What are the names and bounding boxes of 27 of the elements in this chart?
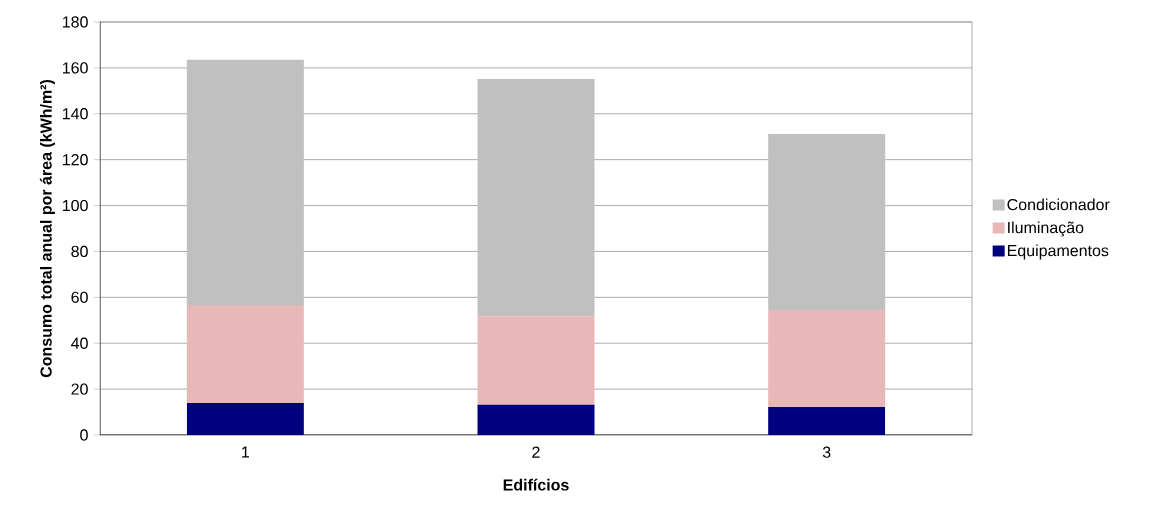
y-tick-label: 0 xyxy=(80,429,88,441)
bar xyxy=(477,78,595,317)
y-tick-label: 40 xyxy=(71,337,88,349)
bar xyxy=(186,402,304,435)
y-tick-label: 120 xyxy=(62,154,88,166)
y-tick-label: 160 xyxy=(62,62,88,74)
x-tick-label: 3 xyxy=(822,446,831,458)
bar xyxy=(186,59,304,305)
y-tick-label: 100 xyxy=(62,199,88,212)
bar xyxy=(768,309,886,408)
legend-label: Equipamentos xyxy=(1007,244,1109,260)
legend-label: Condicionador xyxy=(1007,198,1110,211)
bar xyxy=(477,404,595,435)
bar xyxy=(768,133,886,310)
bar xyxy=(477,316,595,405)
y-tick-label: 80 xyxy=(71,245,88,258)
y-tick-label: 140 xyxy=(62,108,88,120)
legend-label: Iluminação xyxy=(1008,221,1084,237)
y-tick-label: 20 xyxy=(71,383,88,395)
x-axis-title: Edifícios xyxy=(503,478,569,491)
bar xyxy=(186,304,304,403)
y-axis-title: Consumo total anual por área (kWh/m²) xyxy=(39,79,55,378)
x-tick-label: 1 xyxy=(242,446,249,458)
x-tick-label: 2 xyxy=(532,446,540,458)
y-tick-label: 180 xyxy=(62,16,88,28)
bar xyxy=(768,407,886,435)
y-tick-label: 60 xyxy=(71,291,88,303)
